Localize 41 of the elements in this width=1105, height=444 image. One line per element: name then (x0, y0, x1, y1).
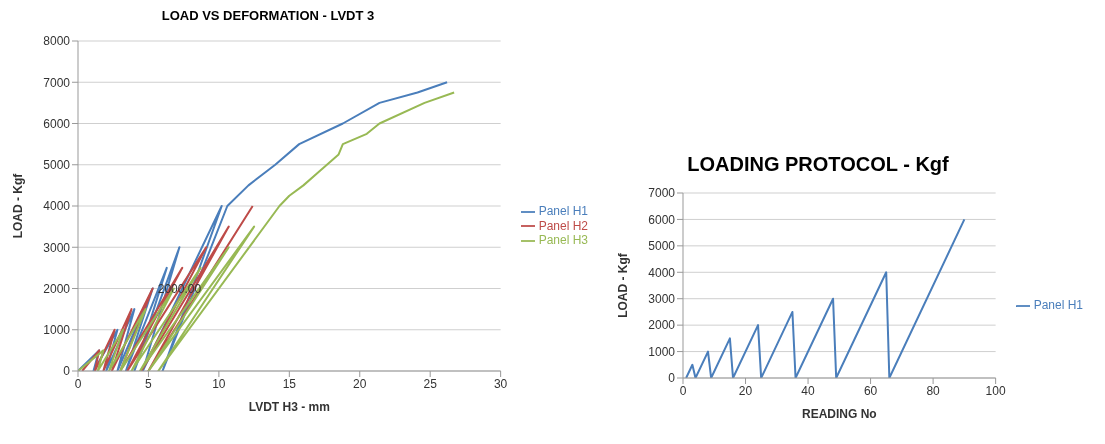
y-tick-label: 4000 (648, 265, 676, 280)
x-tick-label: 0 (679, 383, 687, 398)
x-tick-label: 30 (493, 376, 508, 391)
legend-label: Panel H1 (538, 203, 588, 218)
x-tick-label: 100 (985, 383, 1006, 398)
line-series (685, 218, 966, 378)
y-tick-label: 4000 (43, 199, 71, 214)
y-tick-label: 2000 (43, 281, 71, 296)
y-tick-label: 5000 (43, 158, 71, 173)
x-tick-label: 10 (212, 376, 226, 391)
x-tick-label: 25 (423, 376, 438, 391)
y-tick-label: 1000 (43, 323, 71, 338)
y-tick-label: 7000 (648, 186, 676, 201)
chart-title: LOAD VS DEFORMATION - LVDT 3 (160, 8, 376, 25)
y-tick-label: 8000 (43, 34, 71, 49)
y-axis-title: LOAD - Kgf (616, 252, 631, 318)
legend-label: Panel H1 (1033, 298, 1083, 313)
y-tick-label: 0 (63, 364, 71, 379)
legend-label: Panel H2 (538, 218, 588, 233)
y-tick-label: 7000 (43, 75, 71, 90)
y-tick-label: 2000 (648, 318, 676, 333)
x-axis-title: LVDT H3 - mm (248, 400, 330, 414)
y-tick-label: 3000 (43, 240, 71, 255)
x-tick-label: 80 (926, 383, 941, 398)
x-tick-label: 40 (801, 383, 816, 398)
x-tick-label: 5 (145, 376, 153, 391)
x-tick-label: 60 (863, 383, 878, 398)
y-tick-label: 1000 (648, 344, 676, 359)
x-axis-title: READING No (801, 407, 877, 421)
legend-label: Panel H3 (538, 233, 588, 248)
x-tick-label: 20 (738, 383, 753, 398)
y-axis-title: LOAD - Kgf (11, 172, 26, 239)
x-tick-label: 0 (74, 376, 82, 391)
y-tick-label: 6000 (43, 116, 71, 131)
x-tick-label: 15 (282, 376, 297, 391)
y-tick-label: 6000 (648, 212, 676, 227)
y-tick-label: 5000 (648, 239, 676, 254)
chart-title: LOADING PROTOCOL - Kgf (686, 153, 950, 177)
y-tick-label: 3000 (648, 291, 676, 306)
line-series (81, 205, 254, 371)
x-tick-label: 20 (353, 376, 367, 391)
